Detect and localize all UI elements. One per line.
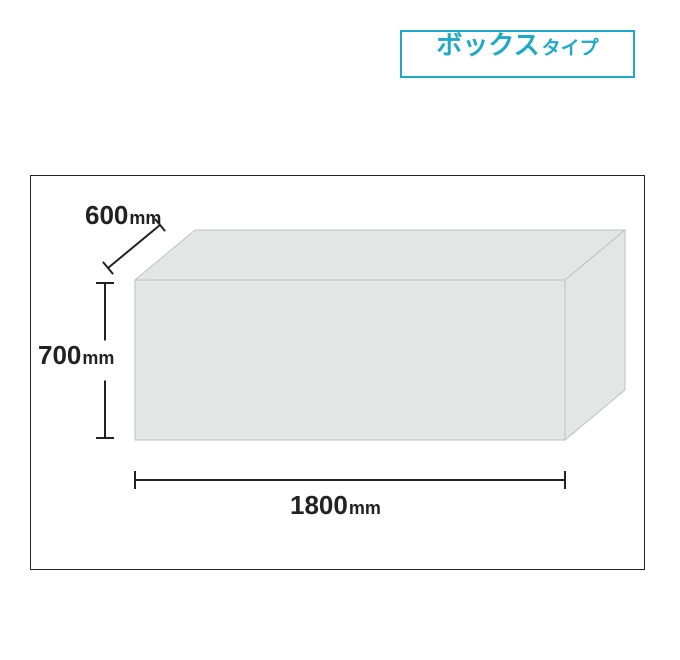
dimension-depth-unit: mm <box>129 208 161 229</box>
dimension-depth: 600 mm <box>85 200 161 231</box>
dimension-width-value: 1800 <box>290 490 348 521</box>
dimension-height-unit: mm <box>82 348 114 369</box>
dimension-width-unit: mm <box>349 498 381 519</box>
box-diagram <box>0 0 680 660</box>
dimension-width: 1800 mm <box>290 490 381 521</box>
dimension-depth-value: 600 <box>85 200 128 231</box>
dimension-height: 700 mm <box>38 340 114 371</box>
dimension-height-value: 700 <box>38 340 81 371</box>
